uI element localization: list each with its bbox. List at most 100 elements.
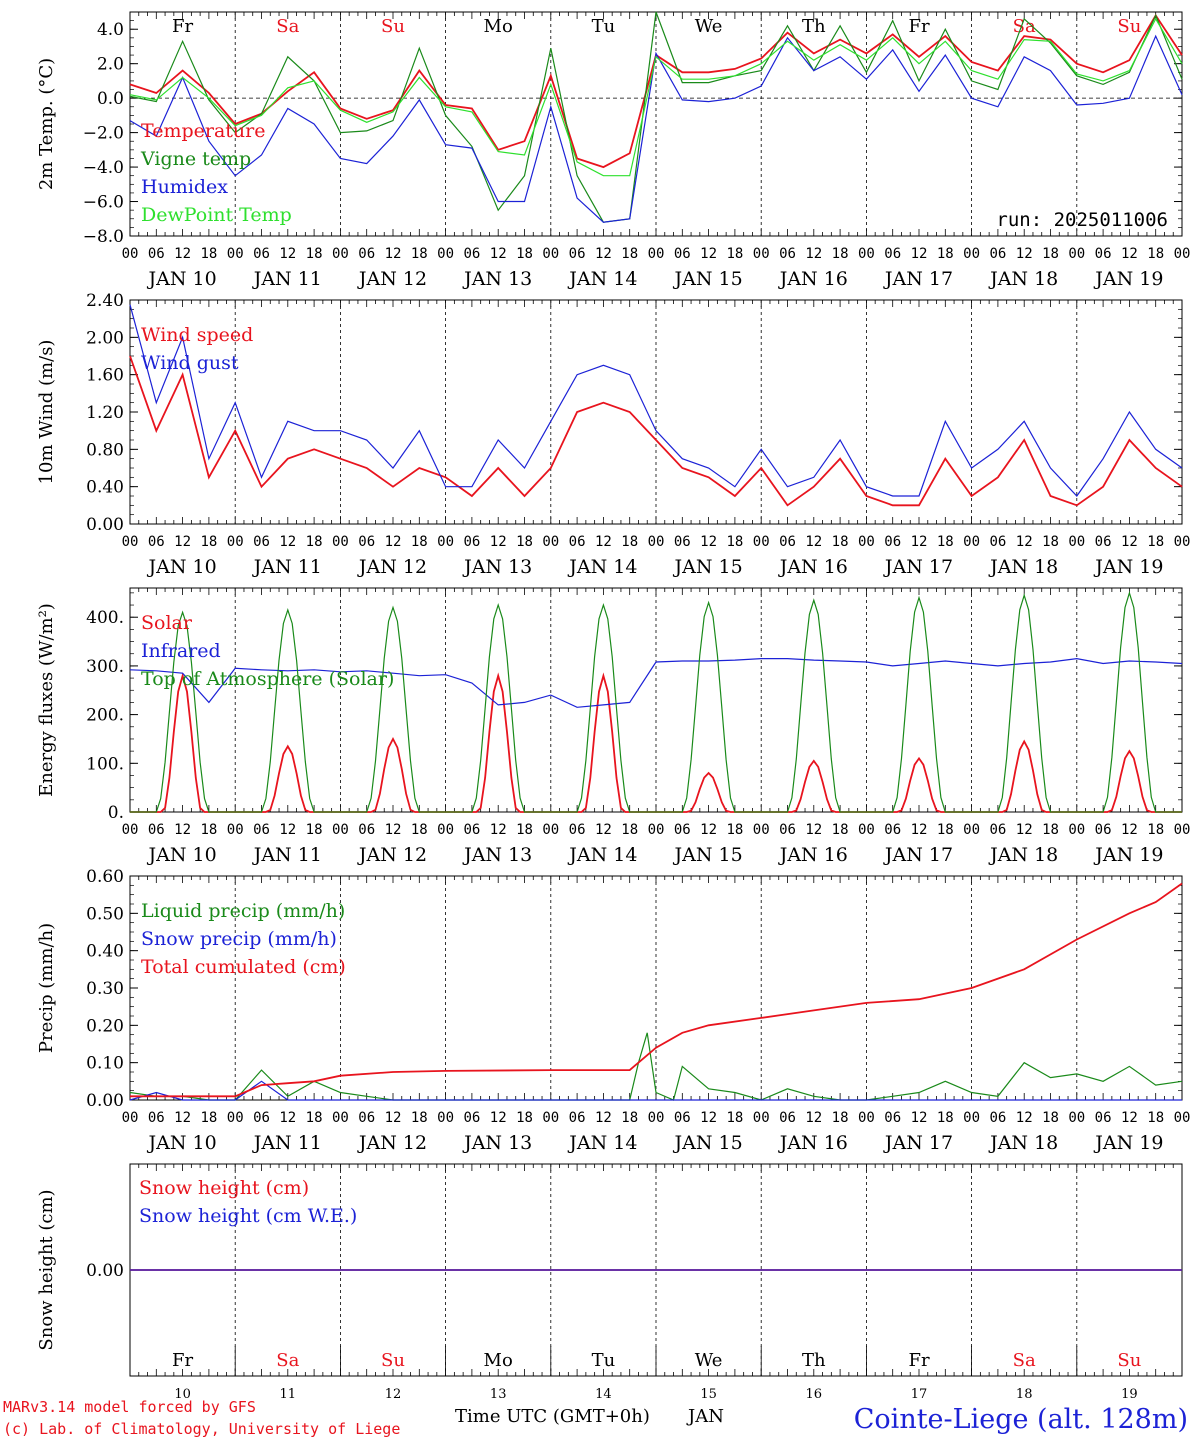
x-hour-label: 06: [1095, 246, 1112, 262]
x-date-label: JAN 19: [1093, 844, 1163, 866]
plot-frame: [129, 587, 1183, 813]
series-line: [129, 355, 1183, 507]
x-hour-label: 00: [648, 822, 665, 838]
x-hour-label: 18: [411, 246, 428, 262]
y-tick-label: −8.0: [83, 227, 124, 247]
x-hour-label: 18: [726, 246, 743, 262]
x-date-label: JAN 18: [988, 1132, 1058, 1154]
x-hour-label: 06: [463, 822, 480, 838]
x-date-label: JAN 11: [252, 556, 322, 578]
x-hour-label: 18: [621, 822, 638, 838]
y-axis-title: 2m Temp. (°C): [36, 58, 57, 190]
x-day-number: 11: [280, 1387, 297, 1402]
x-date-label: JAN 16: [778, 844, 848, 866]
weekday-label: Su: [381, 1350, 405, 1371]
x-date-label: JAN 12: [357, 1132, 427, 1154]
x-date-label: JAN 10: [147, 844, 217, 866]
legend-entry: Wind speed: [141, 324, 253, 346]
x-hour-label: 12: [700, 822, 717, 838]
x-hour-label: 06: [253, 246, 270, 262]
x-hour-label: 00: [1068, 1110, 1085, 1126]
y-tick-label: 1.60: [86, 366, 124, 386]
x-hour-label: 12: [911, 246, 928, 262]
x-hour-label: 06: [253, 534, 270, 550]
station-name: Cointe-Liege (alt. 128m): [854, 1404, 1188, 1435]
weekday-label: Sa: [276, 16, 299, 37]
x-hour-label: 12: [595, 246, 612, 262]
weekday-label: Sa: [1013, 16, 1036, 37]
x-hour-label: 06: [253, 822, 270, 838]
legend-entry: DewPoint Temp: [141, 204, 292, 226]
x-hour-label: 06: [148, 822, 165, 838]
x-date-label: JAN 17: [883, 1132, 953, 1154]
x-hour-label: 00: [122, 1110, 139, 1126]
x-day-number: 10: [174, 1387, 191, 1402]
x-hour-label: 18: [621, 534, 638, 550]
legend-entry: Liquid precip (mm/h): [141, 900, 345, 922]
x-axis-month: JAN: [686, 1406, 724, 1427]
x-hour-label: 06: [569, 534, 586, 550]
x-hour-label: 18: [832, 534, 849, 550]
x-hour-label: 12: [1121, 822, 1138, 838]
x-hour-label: 18: [1042, 534, 1059, 550]
plot-frame: [129, 11, 1183, 237]
x-hour-label: 12: [805, 246, 822, 262]
x-date-label: JAN 14: [567, 268, 637, 290]
x-date-label: JAN 13: [462, 556, 532, 578]
y-tick-label: 100.: [86, 754, 124, 774]
weekday-label: Tu: [592, 16, 616, 37]
x-day-number: 13: [490, 1387, 507, 1402]
x-hour-label: 18: [200, 822, 217, 838]
x-date-label: JAN 12: [357, 268, 427, 290]
x-hour-label: 06: [674, 246, 691, 262]
x-hour-label: 00: [753, 822, 770, 838]
run-annotation: run: 2025011006: [996, 209, 1168, 231]
x-hour-label: 18: [621, 246, 638, 262]
x-hour-label: 06: [463, 1110, 480, 1126]
x-hour-label: 06: [884, 1110, 901, 1126]
x-hour-label: 18: [411, 1110, 428, 1126]
x-hour-label: 00: [227, 246, 244, 262]
x-hour-label: 06: [569, 1110, 586, 1126]
x-hour-label: 00: [437, 1110, 454, 1126]
x-hour-label: 06: [674, 534, 691, 550]
series-line: [130, 882, 1183, 1098]
x-hour-label: 12: [490, 246, 507, 262]
x-hour-label: 12: [805, 534, 822, 550]
x-hour-label: 00: [332, 246, 349, 262]
x-day-number: 15: [700, 1387, 717, 1402]
x-hour-label: 00: [648, 246, 665, 262]
legend-entry: Top of Atmosphere (Solar): [141, 668, 394, 690]
x-hour-label: 12: [805, 822, 822, 838]
y-axis-title: Precip (mm/h): [36, 923, 57, 1053]
x-date-label: JAN 11: [252, 268, 322, 290]
x-hour-label: 12: [385, 822, 402, 838]
y-tick-label: 0.40: [86, 478, 124, 498]
x-hour-label: 06: [674, 822, 691, 838]
weekday-label: We: [695, 16, 723, 37]
x-hour-label: 18: [306, 246, 323, 262]
series-line: [129, 657, 1183, 708]
x-hour-label: 12: [385, 534, 402, 550]
x-hour-label: 12: [1016, 1110, 1033, 1126]
panel-4: 0.60 0.50 0.40 0.30 0.20 0.10 0.00 Precip (mm/h…: [36, 867, 1190, 1154]
y-tick-label: 200.: [86, 706, 124, 726]
x-hour-label: 12: [490, 822, 507, 838]
x-hour-label: 00: [122, 534, 139, 550]
weekday-label: Th: [802, 1350, 826, 1371]
x-hour-label: 18: [516, 246, 533, 262]
y-tick-label: −4.0: [83, 158, 124, 178]
x-hour-label: 00: [963, 246, 980, 262]
x-hour-label: 12: [385, 246, 402, 262]
x-hour-label: 12: [279, 534, 296, 550]
weekday-label: Fr: [172, 16, 193, 37]
x-hour-label: 06: [779, 822, 796, 838]
x-hour-label: 12: [805, 1110, 822, 1126]
x-hour-label: 06: [779, 246, 796, 262]
x-hour-label: 00: [1174, 822, 1191, 838]
x-day-number: 12: [385, 1387, 402, 1402]
x-date-label: JAN 17: [883, 844, 953, 866]
y-tick-label: 0.: [108, 803, 124, 823]
x-hour-label: 18: [200, 1110, 217, 1126]
x-hour-label: 00: [858, 1110, 875, 1126]
